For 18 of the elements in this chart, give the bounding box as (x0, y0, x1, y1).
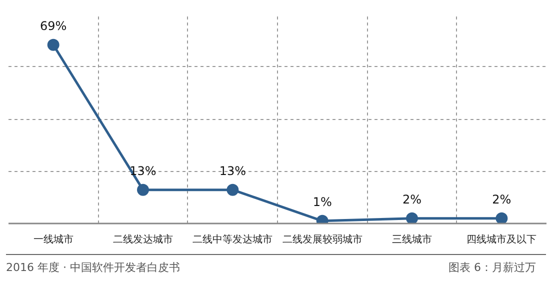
x-tick-label: 二线发达城市 (113, 234, 173, 246)
data-label: 69% (40, 18, 67, 33)
x-tick-label: 三线城市 (392, 234, 432, 246)
x-tick-label: 四线城市及以下 (466, 234, 537, 246)
point (406, 212, 418, 224)
data-label: 2% (402, 192, 422, 206)
text: 图表 6：月薪过万 (448, 260, 536, 276)
x-tick-label: 二线发展较弱城市 (282, 234, 362, 246)
text: 2016 年度 · 中国软件开发者白皮书 (6, 260, 180, 276)
data-label: 13% (219, 164, 246, 178)
point (137, 184, 149, 196)
x-tick-label: 二线中等发达城市 (192, 234, 273, 246)
point (496, 212, 508, 224)
point (226, 184, 239, 196)
x-tick-label: 一线城市 (33, 234, 74, 246)
data-label: 1% (312, 194, 332, 209)
data-label: 2% (492, 192, 512, 206)
point (47, 38, 60, 51)
